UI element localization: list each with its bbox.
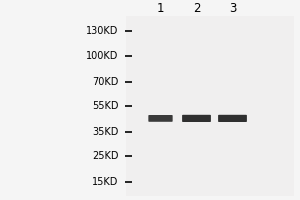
Text: 100KD: 100KD [86,51,118,61]
Text: 25KD: 25KD [92,151,118,161]
Text: 130KD: 130KD [86,26,118,36]
Text: 70KD: 70KD [92,77,118,87]
Text: 35KD: 35KD [92,127,118,137]
FancyBboxPatch shape [218,115,247,122]
Text: 1: 1 [157,2,164,16]
FancyBboxPatch shape [182,115,211,122]
FancyBboxPatch shape [148,115,173,122]
Bar [126,16,294,196]
Text: 55KD: 55KD [92,101,118,111]
Text: 15KD: 15KD [92,177,118,187]
Text: 2: 2 [193,2,200,16]
Text: 3: 3 [229,2,236,16]
